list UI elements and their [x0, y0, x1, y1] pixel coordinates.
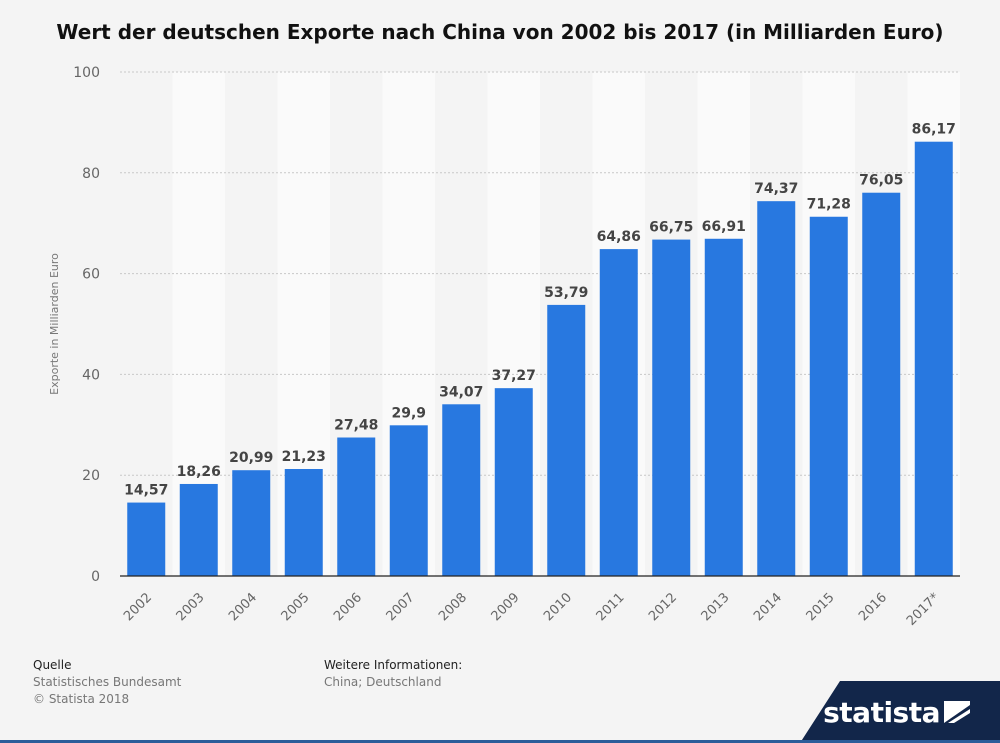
statista-logo-icon	[944, 701, 970, 723]
bar-value-label: 21,23	[282, 449, 326, 465]
bar-value-label: 14,57	[124, 483, 168, 499]
x-tick-label: 2011	[594, 590, 628, 624]
bar[interactable]	[442, 404, 481, 576]
bar-value-label: 34,07	[439, 384, 483, 400]
bottom-rule	[0, 740, 1000, 743]
bar-value-label: 64,86	[597, 229, 641, 245]
y-tick-label: 80	[82, 166, 100, 182]
bar[interactable]	[862, 192, 901, 576]
x-tick-label: 2003	[174, 590, 208, 624]
bar-value-label: 74,37	[754, 181, 798, 197]
y-tick-label: 60	[82, 267, 100, 283]
x-tick-label: 2008	[436, 590, 470, 624]
y-axis-ticks: 0 20 40 60 80 100	[73, 65, 100, 585]
bar[interactable]	[809, 216, 848, 577]
x-tick-label: 2016	[856, 590, 890, 624]
y-tick-label: 40	[82, 367, 100, 383]
x-tick-label: 2004	[226, 590, 260, 624]
y-tick-label: 20	[82, 468, 100, 484]
y-axis-label: Exporte in Milliarden Euro	[48, 253, 61, 395]
x-tick-label: 2015	[804, 590, 838, 624]
bar[interactable]	[547, 304, 586, 576]
bar[interactable]	[179, 483, 218, 576]
bar-value-label: 29,9	[391, 405, 426, 421]
bar-value-label: 66,91	[702, 219, 746, 235]
bar-value-label: 20,99	[229, 450, 273, 466]
chart-title: Wert der deutschen Exporte nach China vo…	[56, 20, 944, 44]
x-tick-label: 2006	[331, 590, 365, 624]
bars	[127, 141, 953, 577]
source-text: Statistisches Bundesamt	[33, 675, 182, 689]
bar[interactable]	[704, 238, 743, 576]
info-heading: Weitere Informationen:	[324, 658, 463, 672]
info-block: Weitere Informationen: China; Deutschlan…	[324, 657, 462, 691]
bar[interactable]	[652, 239, 691, 576]
copyright-text: © Statista 2018	[33, 692, 130, 706]
y-tick-label: 0	[91, 569, 100, 585]
info-text: China; Deutschland	[324, 675, 442, 689]
bar[interactable]	[232, 470, 271, 576]
x-tick-label: 2013	[699, 590, 733, 624]
x-axis-ticks: 2002 2003 2004 2005 2006 2007 2008 2009 2010 2011…	[121, 590, 943, 629]
statista-wordmark: statista	[823, 696, 940, 729]
bar[interactable]	[284, 469, 323, 576]
bar-value-label: 76,05	[859, 173, 903, 189]
bar-value-label: 27,48	[334, 418, 378, 434]
bar[interactable]	[127, 502, 166, 576]
x-tick-label: 2005	[279, 590, 313, 624]
y-tick-label: 100	[73, 65, 100, 81]
bar-value-label: 86,17	[912, 122, 956, 138]
x-tick-label: 2002	[121, 590, 155, 624]
bar-value-label: 18,26	[177, 464, 221, 480]
x-tick-label: 2014	[751, 590, 785, 624]
bar[interactable]	[757, 201, 796, 576]
x-tick-label: 2009	[489, 590, 523, 624]
x-tick-label: 2010	[541, 590, 575, 624]
x-tick-label: 2017*	[904, 590, 943, 629]
value-labels: 14,57 18,26 20,99 21,23 27,48 29,9 34,07 37,27 5…	[124, 122, 956, 499]
bar[interactable]	[389, 425, 428, 576]
bar[interactable]	[494, 388, 533, 576]
x-tick-label: 2007	[384, 590, 418, 624]
bar-value-label: 71,28	[807, 197, 851, 213]
x-tick-label: 2012	[646, 590, 680, 624]
bar-value-label: 66,75	[649, 220, 693, 236]
bar[interactable]	[914, 141, 953, 577]
bar[interactable]	[337, 437, 376, 576]
bar[interactable]	[599, 249, 638, 577]
source-block: Quelle Statistisches Bundesamt © Statist…	[33, 657, 181, 708]
statista-logo[interactable]: statista	[800, 681, 1000, 743]
bar-value-label: 53,79	[544, 285, 588, 301]
source-heading: Quelle	[33, 658, 72, 672]
bar-chart: 0 20 40 60 80 100 14,57 18,26 20,99 21,23 27,48 29…	[48, 65, 960, 629]
bar-value-label: 37,27	[492, 368, 536, 384]
